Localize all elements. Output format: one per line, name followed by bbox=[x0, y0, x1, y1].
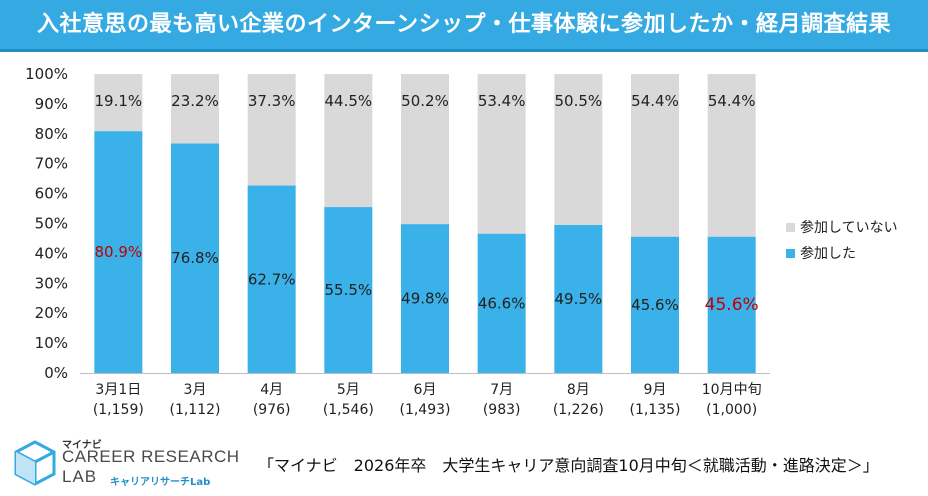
bar-not-participated bbox=[247, 74, 296, 186]
y-tick-label: 90% bbox=[35, 95, 68, 113]
bar-participated bbox=[401, 224, 449, 373]
x-tick-label: 4月 bbox=[260, 382, 283, 398]
data-label: 62.7% bbox=[248, 270, 296, 288]
bar-participated bbox=[247, 185, 296, 373]
y-tick-label: 100% bbox=[25, 65, 68, 83]
sample-size-label: (976) bbox=[253, 402, 291, 418]
bar-not-participated bbox=[171, 74, 219, 144]
title-bar: 入社意思の最も高い企業のインターンシップ・仕事体験に参加したか・経月調査結果 bbox=[0, 0, 928, 52]
data-label: 50.5% bbox=[555, 92, 603, 110]
data-label: 49.8% bbox=[401, 290, 449, 308]
logo-line2: LAB bbox=[62, 467, 98, 486]
x-tick-label: 7月 bbox=[490, 382, 513, 398]
sample-size-label: (1,226) bbox=[553, 402, 604, 418]
logo-line1: CAREER RESEARCH bbox=[62, 447, 240, 466]
bar-participated bbox=[171, 143, 219, 373]
career-research-lab-logo: マイナビ CAREER RESEARCH LAB キャリアリサーチLab bbox=[12, 436, 239, 492]
data-label: 76.8% bbox=[171, 249, 219, 267]
y-tick-label: 0% bbox=[44, 364, 68, 382]
bar-not-participated bbox=[94, 74, 143, 132]
data-label: 80.9% bbox=[95, 243, 143, 261]
data-label: 53.4% bbox=[478, 92, 526, 110]
bar-participated bbox=[707, 236, 756, 373]
sample-size-label: (1,546) bbox=[323, 402, 374, 418]
bar-participated bbox=[94, 131, 143, 373]
bar-not-participated bbox=[631, 74, 679, 237]
y-tick-label: 50% bbox=[35, 215, 68, 233]
y-tick-label: 30% bbox=[35, 274, 68, 292]
y-tick-label: 60% bbox=[35, 185, 68, 203]
sample-size-label: (1,159) bbox=[93, 402, 144, 418]
sample-size-label: (1,135) bbox=[629, 402, 680, 418]
bar-not-participated bbox=[707, 74, 756, 237]
y-tick-label: 20% bbox=[35, 304, 68, 322]
source-note: 「マイナビ 2026年卒 大学生キャリア意向調査10月中旬＜就職活動・進路決定＞… bbox=[258, 456, 879, 475]
legend-label: 参加した bbox=[800, 245, 856, 262]
data-label: 46.6% bbox=[478, 294, 526, 312]
logo-sub: キャリアリサーチLab bbox=[110, 477, 211, 488]
sample-size-label: (983) bbox=[483, 402, 521, 418]
bar-not-participated bbox=[324, 74, 373, 208]
bar-not-participated bbox=[477, 74, 526, 234]
data-label: 54.4% bbox=[631, 92, 679, 110]
bar-participated bbox=[324, 207, 373, 373]
legend-swatch bbox=[786, 223, 795, 232]
x-tick-label: 3月 bbox=[184, 382, 207, 398]
x-tick-label: 9月 bbox=[644, 382, 667, 398]
bar-not-participated bbox=[554, 74, 603, 225]
data-label: 54.4% bbox=[708, 92, 756, 110]
x-tick-label: 5月 bbox=[337, 382, 360, 398]
data-label: 37.3% bbox=[248, 92, 296, 110]
legend-label: 参加していない bbox=[800, 219, 898, 236]
x-tick-label: 10月中旬 bbox=[702, 382, 762, 398]
data-label: 50.2% bbox=[401, 92, 449, 110]
data-label: 19.1% bbox=[95, 92, 143, 110]
y-tick-label: 10% bbox=[35, 334, 68, 352]
chart-title: 入社意思の最も高い企業のインターンシップ・仕事体験に参加したか・経月調査結果 bbox=[37, 12, 891, 37]
bar-not-participated bbox=[401, 74, 449, 225]
data-label: 45.6% bbox=[705, 295, 759, 315]
bar-participated bbox=[554, 224, 603, 373]
data-label: 45.6% bbox=[631, 296, 679, 314]
y-tick-label: 70% bbox=[35, 155, 68, 173]
sample-size-label: (1,112) bbox=[169, 402, 220, 418]
y-tick-label: 40% bbox=[35, 244, 68, 262]
data-label: 49.5% bbox=[555, 290, 603, 308]
x-tick-label: 6月 bbox=[414, 382, 437, 398]
sample-size-label: (1,493) bbox=[399, 402, 450, 418]
cube-logo-icon bbox=[14, 440, 56, 486]
legend-swatch bbox=[786, 249, 795, 258]
data-label: 23.2% bbox=[171, 92, 219, 110]
logo-brand: マイナビ bbox=[62, 440, 102, 451]
bar-participated bbox=[477, 233, 526, 373]
y-tick-label: 80% bbox=[35, 125, 68, 143]
data-label: 55.5% bbox=[325, 281, 373, 299]
x-tick-label: 3月1日 bbox=[95, 382, 141, 398]
sample-size-label: (1,000) bbox=[706, 402, 757, 418]
x-tick-label: 8月 bbox=[567, 382, 590, 398]
bar-participated bbox=[631, 236, 679, 373]
data-label: 44.5% bbox=[325, 92, 373, 110]
